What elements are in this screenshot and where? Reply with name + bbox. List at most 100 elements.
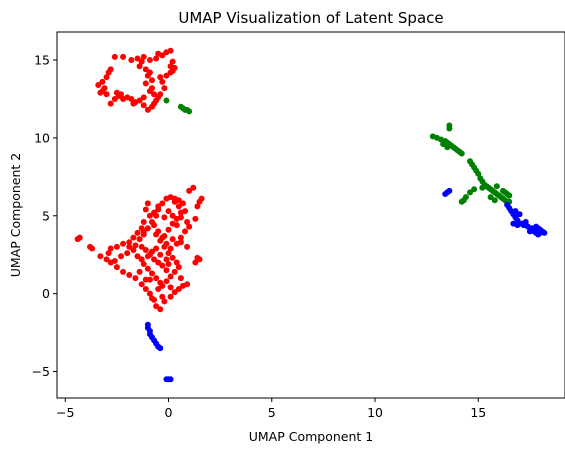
data-point xyxy=(103,256,110,263)
data-point xyxy=(97,253,104,260)
x-tick-label: 15 xyxy=(470,405,486,420)
data-point xyxy=(155,94,162,101)
data-point xyxy=(194,203,201,210)
data-point xyxy=(161,85,168,92)
x-tick-label: 0 xyxy=(165,405,173,420)
data-point xyxy=(491,197,498,204)
data-point xyxy=(89,245,96,252)
data-point xyxy=(140,261,147,268)
data-point xyxy=(163,278,170,285)
data-point xyxy=(105,250,112,257)
data-point xyxy=(113,264,120,271)
data-point xyxy=(177,275,184,282)
data-point xyxy=(138,256,145,263)
data-point xyxy=(177,234,184,241)
y-axis-label: UMAP Component 2 xyxy=(8,153,23,278)
data-point xyxy=(120,53,127,60)
data-point xyxy=(163,256,170,263)
data-point xyxy=(148,248,155,255)
data-point xyxy=(186,108,193,115)
data-point xyxy=(541,229,548,236)
data-point xyxy=(144,225,151,232)
data-point xyxy=(177,239,184,246)
data-point xyxy=(111,95,118,102)
data-point xyxy=(132,242,139,249)
data-point xyxy=(113,89,120,96)
data-point xyxy=(475,170,482,177)
data-point xyxy=(144,200,151,207)
data-point xyxy=(144,106,151,113)
data-point xyxy=(136,268,143,275)
data-point xyxy=(467,189,474,196)
data-point xyxy=(146,212,153,219)
data-point xyxy=(163,240,170,247)
data-point xyxy=(107,66,114,73)
data-point xyxy=(167,47,174,54)
plot-frame xyxy=(56,31,565,399)
data-point xyxy=(159,262,166,269)
y-tick-label: 15 xyxy=(34,53,50,68)
data-point xyxy=(142,80,149,87)
data-point xyxy=(177,214,184,221)
data-point xyxy=(126,243,133,250)
y-axis-ticks: −5 0 5 10 15 xyxy=(32,53,57,379)
y-tick-label: 5 xyxy=(42,208,50,223)
x-tick-label: 5 xyxy=(268,405,276,420)
data-point xyxy=(196,256,203,263)
data-point xyxy=(153,55,160,62)
data-point xyxy=(99,88,106,95)
data-point xyxy=(134,55,141,62)
data-point xyxy=(157,345,164,352)
data-point xyxy=(161,298,168,305)
data-point xyxy=(526,228,533,235)
data-point xyxy=(151,222,158,229)
data-point xyxy=(144,265,151,272)
data-point xyxy=(142,285,149,292)
data-point xyxy=(142,276,149,283)
data-point xyxy=(165,250,172,257)
data-point xyxy=(186,187,193,194)
y-tick-label: 10 xyxy=(34,130,50,145)
data-point xyxy=(120,268,127,275)
data-point xyxy=(169,58,176,65)
data-point xyxy=(148,295,155,302)
data-point xyxy=(151,256,158,263)
data-point xyxy=(167,273,174,280)
data-point xyxy=(440,141,447,148)
data-point xyxy=(169,212,176,219)
data-point xyxy=(537,226,544,233)
data-point xyxy=(138,243,145,250)
data-point xyxy=(138,281,145,288)
data-point xyxy=(140,53,147,60)
data-point xyxy=(155,203,162,210)
data-point xyxy=(159,293,166,300)
data-point xyxy=(146,276,153,283)
data-point xyxy=(192,259,199,266)
data-point xyxy=(134,253,141,260)
x-axis-ticks: −5 0 5 10 15 xyxy=(56,398,486,420)
data-point xyxy=(107,100,114,107)
data-point xyxy=(182,228,189,235)
data-point xyxy=(146,88,153,95)
data-point xyxy=(107,245,114,252)
y-tick-label: −5 xyxy=(32,364,50,379)
data-point xyxy=(487,194,494,201)
data-point xyxy=(140,219,147,226)
data-point xyxy=(167,284,174,291)
data-point xyxy=(165,226,172,233)
data-point xyxy=(175,264,182,271)
x-axis-label: UMAP Component 1 xyxy=(249,429,374,444)
data-point xyxy=(184,219,191,226)
data-point xyxy=(134,229,141,236)
data-point xyxy=(120,95,127,102)
data-point xyxy=(179,200,186,207)
data-point xyxy=(512,208,519,215)
data-point xyxy=(148,270,155,277)
data-point xyxy=(136,236,143,243)
data-point xyxy=(167,293,174,300)
data-point xyxy=(182,208,189,215)
data-point xyxy=(171,64,178,71)
data-point xyxy=(458,150,465,157)
data-point xyxy=(140,102,147,109)
